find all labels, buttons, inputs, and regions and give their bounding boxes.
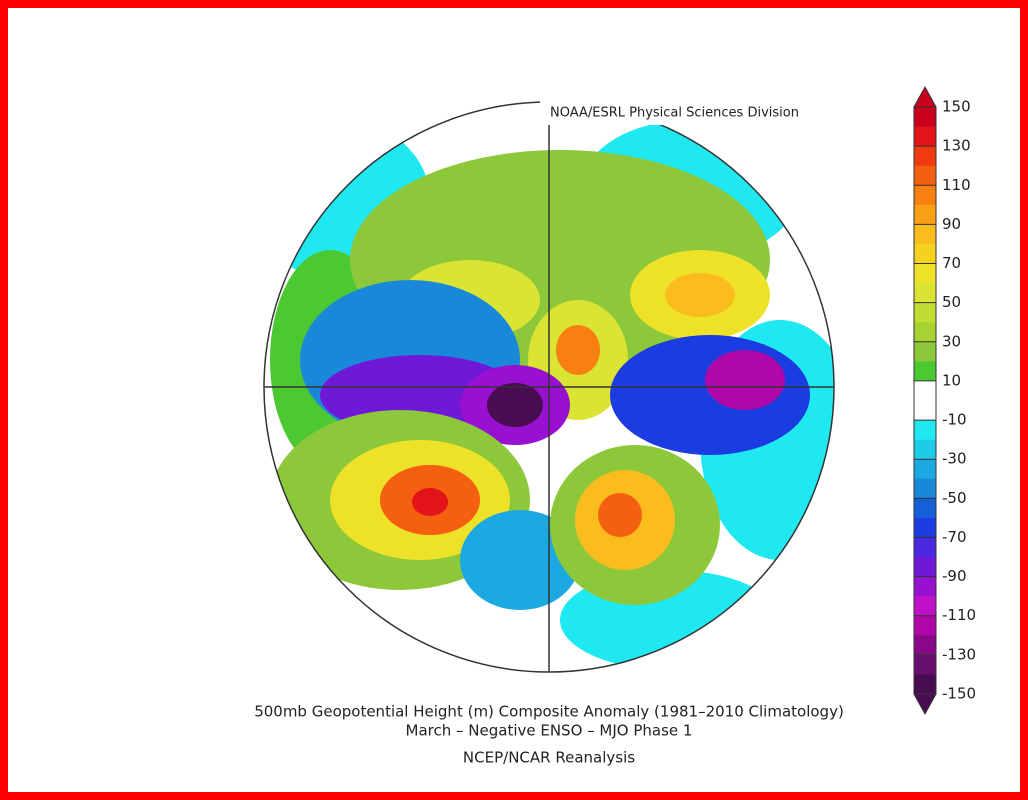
- credit-box: [540, 101, 840, 125]
- subtitle: March – Negative ENSO – MJO Phase 1: [406, 722, 693, 740]
- color-step: [914, 185, 936, 206]
- color-step: [914, 283, 936, 304]
- color-step: [914, 420, 936, 441]
- color-step: [914, 478, 936, 499]
- color-step: [914, 380, 936, 401]
- color-step: [914, 204, 936, 225]
- color-step: [914, 243, 936, 265]
- colorbar-tick-label: -30: [942, 450, 967, 468]
- color-step: [914, 576, 936, 597]
- color-step: [914, 146, 936, 167]
- colorbar-tick-label: -10: [942, 411, 967, 429]
- color-step: [914, 459, 936, 480]
- color-step: [914, 107, 936, 128]
- color-step: [914, 361, 936, 382]
- colorbar-tick-label: 30: [942, 332, 961, 350]
- color-step: [914, 439, 936, 460]
- color-step: [914, 635, 936, 656]
- color-step: [914, 596, 936, 617]
- source: NCEP/NCAR Reanalysis: [463, 749, 635, 767]
- polar-map: [264, 102, 834, 672]
- color-step: [914, 126, 936, 147]
- color-step: [914, 557, 936, 578]
- map-figure: NOAA/ESRL Physical Sciences Division 500…: [254, 85, 976, 767]
- color-step: [914, 263, 936, 284]
- color-step: [914, 674, 936, 695]
- colorbar-tick-label: 110: [942, 176, 971, 194]
- color-step: [914, 341, 936, 362]
- color-step: [914, 302, 936, 323]
- color-step: [914, 654, 936, 675]
- colorbar-tick-label: -70: [942, 528, 967, 546]
- colorbar-tick-label: 10: [942, 371, 961, 389]
- colorbar-tick-label: -90: [942, 567, 967, 585]
- colorbar-tick-label: 90: [942, 215, 961, 233]
- colorbar-arrow-bottom: [913, 693, 937, 716]
- color-step: [914, 498, 936, 519]
- color-step: [914, 322, 936, 343]
- colorbar-tick-label: -130: [942, 645, 976, 663]
- colorbar-tick-label: -50: [942, 489, 967, 507]
- color-step: [914, 537, 936, 558]
- colorbar-tick-label: 130: [942, 137, 971, 155]
- colorbar-tick-label: 150: [942, 98, 971, 116]
- color-step: [914, 615, 936, 636]
- colorbar-tick-label: 70: [942, 254, 961, 272]
- color-step: [914, 224, 936, 245]
- colorbar-tick-label: -150: [942, 685, 976, 703]
- colorbar: 150 130 110 90 70 50 30 10 -10 -30 -50 -70 -90 -110 -1…: [913, 85, 976, 716]
- title: 500mb Geopotential Height (m) Composite …: [254, 703, 844, 721]
- colorbar-arrow-top: [913, 85, 937, 108]
- color-step: [914, 400, 936, 421]
- colorbar-tick-label: 50: [942, 293, 961, 311]
- color-step: [914, 165, 936, 186]
- colorbar-tick-label: -110: [942, 606, 976, 624]
- credit: NOAA/ESRL Physical Sciences Division: [550, 106, 799, 121]
- color-step: [914, 517, 936, 538]
